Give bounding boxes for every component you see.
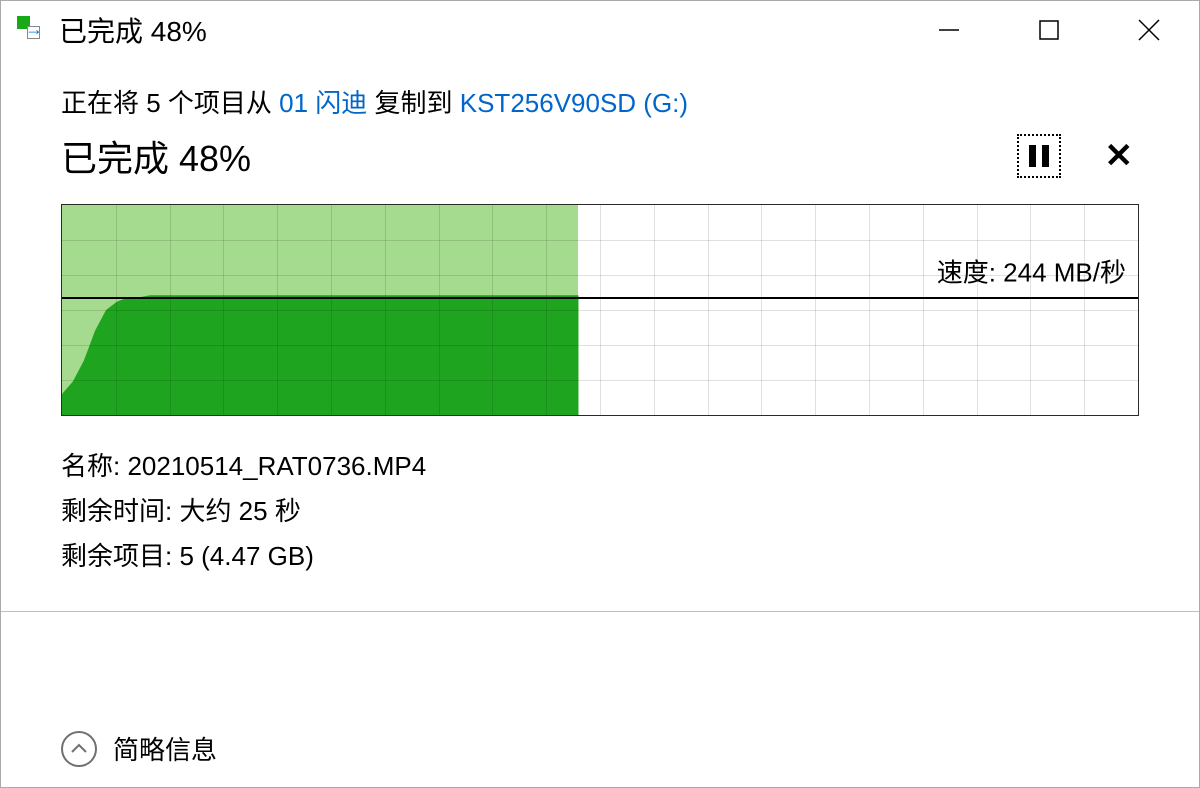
toggle-details-button[interactable]	[61, 731, 97, 767]
copy-progress-icon: →	[17, 16, 45, 44]
toggle-details-label: 简略信息	[113, 730, 217, 767]
source-link[interactable]: 01 闪迪	[279, 88, 367, 118]
speed-label: 速度: 244 MB/秒	[937, 253, 1126, 290]
cancel-button[interactable]: ✕	[1105, 139, 1140, 173]
detail-time-remaining: 剩余时间: 大约 25 秒	[61, 491, 1139, 528]
titlebar: → 已完成 48%	[1, 1, 1199, 59]
detail-filename: 名称: 20210514_RAT0736.MP4	[61, 446, 1139, 483]
minimize-button[interactable]	[899, 1, 999, 59]
filename-label: 名称:	[61, 451, 127, 481]
chevron-up-icon	[70, 740, 88, 758]
close-button[interactable]	[1099, 1, 1199, 59]
progress-label: 已完成 48%	[61, 130, 251, 182]
file-copy-dialog: → 已完成 48% 正在将 5 个项目从 01 闪迪 复制到 KST256V90…	[0, 0, 1200, 788]
divider	[1, 611, 1199, 612]
detail-items-remaining: 剩余项目: 5 (4.47 GB)	[61, 536, 1139, 573]
filename-value: 20210514_RAT0736.MP4	[127, 451, 426, 481]
speed-chart[interactable]: 速度: 244 MB/秒	[61, 204, 1139, 416]
time-value: 大约 25 秒	[179, 496, 300, 526]
copy-middle: 复制到	[367, 88, 459, 118]
time-label: 剩余时间:	[61, 496, 179, 526]
window-title: 已完成 48%	[59, 10, 899, 50]
copy-description: 正在将 5 个项目从 01 闪迪 复制到 KST256V90SD (G:)	[61, 83, 1139, 120]
window-controls	[899, 1, 1199, 59]
dialog-content: 正在将 5 个项目从 01 闪迪 复制到 KST256V90SD (G:) 已完…	[1, 59, 1199, 712]
pause-icon	[1029, 145, 1049, 167]
pause-button[interactable]	[1017, 134, 1061, 178]
copy-prefix: 正在将 5 个项目从	[61, 88, 279, 118]
items-value: 5 (4.47 GB)	[179, 541, 313, 571]
destination-link[interactable]: KST256V90SD (G:)	[460, 88, 688, 118]
progress-controls: ✕	[1017, 134, 1140, 178]
items-label: 剩余项目:	[61, 541, 179, 571]
maximize-button[interactable]	[999, 1, 1099, 59]
progress-row: 已完成 48% ✕	[61, 130, 1139, 182]
footer: 简略信息	[1, 712, 1199, 787]
